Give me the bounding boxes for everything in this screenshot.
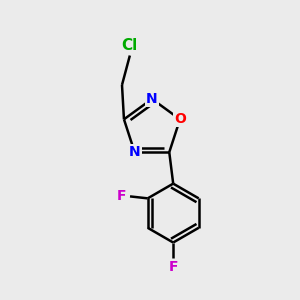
Text: N: N	[146, 92, 158, 106]
Text: F: F	[168, 260, 178, 274]
Text: O: O	[174, 112, 186, 126]
Text: Cl: Cl	[122, 38, 138, 53]
Text: F: F	[116, 189, 126, 203]
Text: N: N	[129, 145, 140, 159]
